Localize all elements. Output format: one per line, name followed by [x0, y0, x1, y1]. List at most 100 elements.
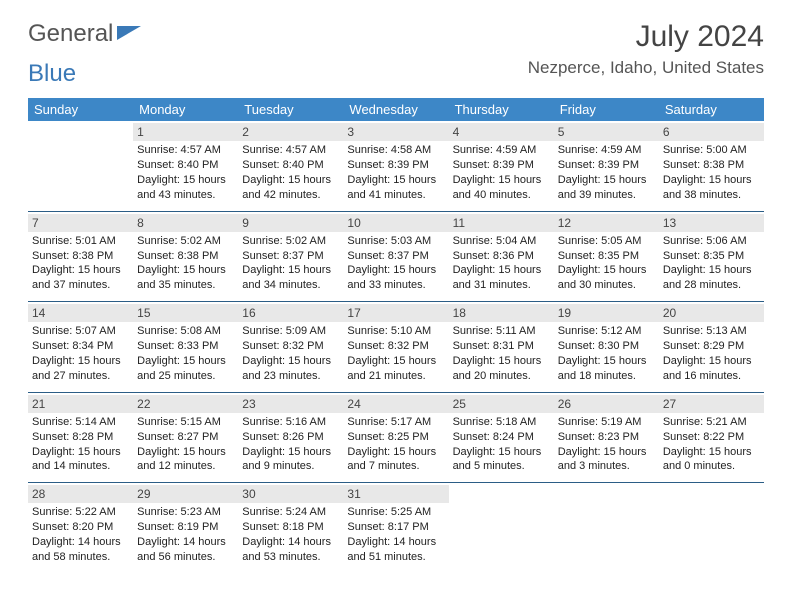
- sunset-text: Sunset: 8:17 PM: [347, 520, 444, 535]
- calendar-cell: 2Sunrise: 4:57 AMSunset: 8:40 PMDaylight…: [238, 121, 343, 211]
- calendar-cell: .: [659, 483, 764, 573]
- daylight-text: Daylight: 15 hours: [663, 263, 760, 278]
- calendar-cell: 1Sunrise: 4:57 AMSunset: 8:40 PMDaylight…: [133, 121, 238, 211]
- sunset-text: Sunset: 8:20 PM: [32, 520, 129, 535]
- sunset-text: Sunset: 8:35 PM: [558, 249, 655, 264]
- day-number: 25: [449, 395, 554, 413]
- sunrise-text: Sunrise: 5:07 AM: [32, 324, 129, 339]
- sunrise-text: Sunrise: 5:12 AM: [558, 324, 655, 339]
- day-number: 7: [28, 214, 133, 232]
- sunset-text: Sunset: 8:33 PM: [137, 339, 234, 354]
- daylight-text: and 12 minutes.: [137, 459, 234, 474]
- calendar-cell: 26Sunrise: 5:19 AMSunset: 8:23 PMDayligh…: [554, 392, 659, 483]
- sunrise-text: Sunrise: 4:57 AM: [137, 143, 234, 158]
- daylight-text: and 40 minutes.: [453, 188, 550, 203]
- sunrise-text: Sunrise: 5:02 AM: [137, 234, 234, 249]
- sunrise-text: Sunrise: 5:08 AM: [137, 324, 234, 339]
- daylight-text: Daylight: 15 hours: [242, 354, 339, 369]
- calendar-cell: 23Sunrise: 5:16 AMSunset: 8:26 PMDayligh…: [238, 392, 343, 483]
- daylight-text: and 35 minutes.: [137, 278, 234, 293]
- calendar-week: 14Sunrise: 5:07 AMSunset: 8:34 PMDayligh…: [28, 302, 764, 393]
- sunset-text: Sunset: 8:32 PM: [242, 339, 339, 354]
- calendar-cell: 3Sunrise: 4:58 AMSunset: 8:39 PMDaylight…: [343, 121, 448, 211]
- sunset-text: Sunset: 8:39 PM: [347, 158, 444, 173]
- daylight-text: Daylight: 15 hours: [242, 173, 339, 188]
- calendar-cell: 14Sunrise: 5:07 AMSunset: 8:34 PMDayligh…: [28, 302, 133, 393]
- day-number: 19: [554, 304, 659, 322]
- col-wed: Wednesday: [343, 98, 448, 121]
- calendar-cell: .: [28, 121, 133, 211]
- sunset-text: Sunset: 8:37 PM: [347, 249, 444, 264]
- sunrise-text: Sunrise: 4:59 AM: [558, 143, 655, 158]
- daylight-text: and 18 minutes.: [558, 369, 655, 384]
- calendar-cell: 28Sunrise: 5:22 AMSunset: 8:20 PMDayligh…: [28, 483, 133, 573]
- sunrise-text: Sunrise: 5:18 AM: [453, 415, 550, 430]
- daylight-text: and 43 minutes.: [137, 188, 234, 203]
- col-fri: Friday: [554, 98, 659, 121]
- calendar-cell: 30Sunrise: 5:24 AMSunset: 8:18 PMDayligh…: [238, 483, 343, 573]
- calendar-cell: 18Sunrise: 5:11 AMSunset: 8:31 PMDayligh…: [449, 302, 554, 393]
- calendar-cell: 9Sunrise: 5:02 AMSunset: 8:37 PMDaylight…: [238, 211, 343, 302]
- daylight-text: Daylight: 15 hours: [137, 263, 234, 278]
- calendar-cell: 22Sunrise: 5:15 AMSunset: 8:27 PMDayligh…: [133, 392, 238, 483]
- day-number: 16: [238, 304, 343, 322]
- calendar-cell: .: [449, 483, 554, 573]
- sunset-text: Sunset: 8:26 PM: [242, 430, 339, 445]
- calendar-cell: 7Sunrise: 5:01 AMSunset: 8:38 PMDaylight…: [28, 211, 133, 302]
- daylight-text: and 34 minutes.: [242, 278, 339, 293]
- col-thu: Thursday: [449, 98, 554, 121]
- sunset-text: Sunset: 8:39 PM: [453, 158, 550, 173]
- daylight-text: Daylight: 15 hours: [558, 354, 655, 369]
- day-number: 6: [659, 123, 764, 141]
- sunset-text: Sunset: 8:28 PM: [32, 430, 129, 445]
- daylight-text: and 20 minutes.: [453, 369, 550, 384]
- sunset-text: Sunset: 8:23 PM: [558, 430, 655, 445]
- location-text: Nezperce, Idaho, United States: [528, 58, 764, 78]
- daylight-text: Daylight: 15 hours: [663, 173, 760, 188]
- calendar-week: 7Sunrise: 5:01 AMSunset: 8:38 PMDaylight…: [28, 211, 764, 302]
- calendar-cell: 6 Sunrise: 5:00 AMSunset: 8:38 PMDaylight…: [659, 121, 764, 211]
- day-number: 31: [343, 485, 448, 503]
- sunrise-text: Sunrise: 5:04 AM: [453, 234, 550, 249]
- day-number: 30: [238, 485, 343, 503]
- daylight-text: Daylight: 14 hours: [137, 535, 234, 550]
- daylight-text: Daylight: 15 hours: [347, 354, 444, 369]
- day-number: 8: [133, 214, 238, 232]
- daylight-text: Daylight: 15 hours: [242, 445, 339, 460]
- day-number: 20: [659, 304, 764, 322]
- daylight-text: and 14 minutes.: [32, 459, 129, 474]
- sunset-text: Sunset: 8:34 PM: [32, 339, 129, 354]
- daylight-text: and 51 minutes.: [347, 550, 444, 565]
- daylight-text: and 30 minutes.: [558, 278, 655, 293]
- calendar-cell: 5Sunrise: 4:59 AMSunset: 8:39 PMDaylight…: [554, 121, 659, 211]
- calendar-cell: 16Sunrise: 5:09 AMSunset: 8:32 PMDayligh…: [238, 302, 343, 393]
- daylight-text: Daylight: 15 hours: [453, 173, 550, 188]
- sunrise-text: Sunrise: 5:00 AM: [663, 143, 760, 158]
- sunrise-text: Sunrise: 5:23 AM: [137, 505, 234, 520]
- calendar-cell: 10Sunrise: 5:03 AMSunset: 8:37 PMDayligh…: [343, 211, 448, 302]
- day-number: 15: [133, 304, 238, 322]
- sail-icon: [117, 26, 141, 40]
- calendar-cell: 11Sunrise: 5:04 AMSunset: 8:36 PMDayligh…: [449, 211, 554, 302]
- sunrise-text: Sunrise: 5:19 AM: [558, 415, 655, 430]
- day-number: 5: [554, 123, 659, 141]
- sunrise-text: Sunrise: 4:58 AM: [347, 143, 444, 158]
- sunset-text: Sunset: 8:29 PM: [663, 339, 760, 354]
- sunrise-text: Sunrise: 5:11 AM: [453, 324, 550, 339]
- calendar-table: Sunday Monday Tuesday Wednesday Thursday…: [28, 98, 764, 573]
- calendar-week: 21Sunrise: 5:14 AMSunset: 8:28 PMDayligh…: [28, 392, 764, 483]
- sunset-text: Sunset: 8:38 PM: [663, 158, 760, 173]
- calendar-cell: 31Sunrise: 5:25 AMSunset: 8:17 PMDayligh…: [343, 483, 448, 573]
- calendar-week: 28Sunrise: 5:22 AMSunset: 8:20 PMDayligh…: [28, 483, 764, 573]
- brand-logo: General: [28, 20, 141, 48]
- calendar-cell: 13Sunrise: 5:06 AMSunset: 8:35 PMDayligh…: [659, 211, 764, 302]
- col-mon: Monday: [133, 98, 238, 121]
- daylight-text: Daylight: 15 hours: [137, 173, 234, 188]
- sunrise-text: Sunrise: 5:06 AM: [663, 234, 760, 249]
- day-number: 18: [449, 304, 554, 322]
- daylight-text: and 37 minutes.: [32, 278, 129, 293]
- daylight-text: and 38 minutes.: [663, 188, 760, 203]
- day-number: 22: [133, 395, 238, 413]
- daylight-text: and 7 minutes.: [347, 459, 444, 474]
- sunrise-text: Sunrise: 5:13 AM: [663, 324, 760, 339]
